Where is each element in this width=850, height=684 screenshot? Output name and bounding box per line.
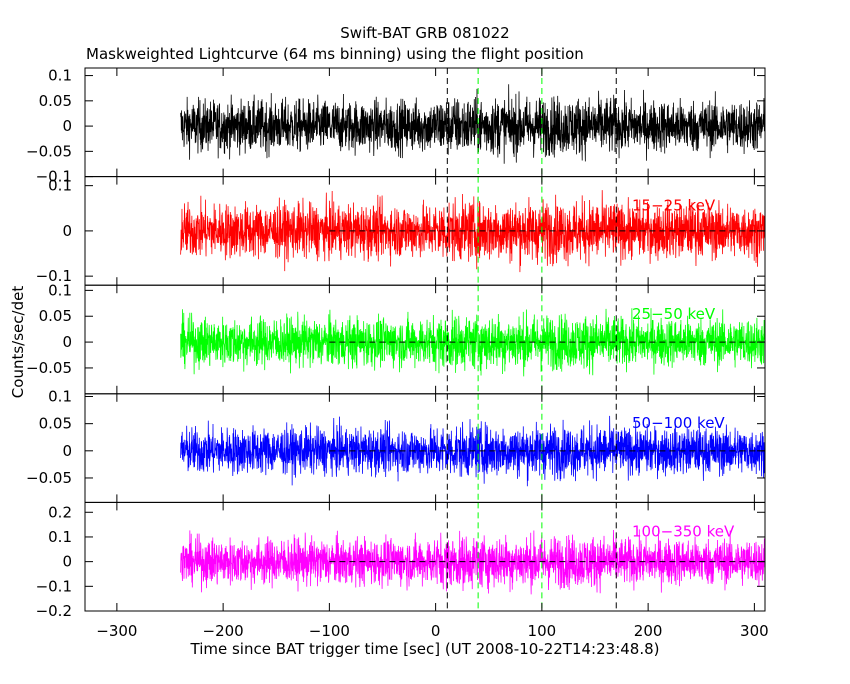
ytick-label-0-3: 0.05: [39, 92, 72, 110]
ytick-label-0-4: 0.1: [48, 67, 72, 85]
xtick-label-0: −300: [96, 622, 137, 640]
ytick-label-2-3: 0.1: [48, 281, 72, 299]
ytick-label-3-3: 0.1: [48, 388, 72, 406]
xtick-label-1: −200: [203, 622, 244, 640]
series-line-0: [180, 84, 765, 164]
series-line-1: [180, 190, 765, 273]
xtick-label-5: 200: [634, 622, 663, 640]
ytick-label-0-0: −0.1: [36, 168, 72, 186]
series-line-3: [180, 415, 765, 487]
ytick-label-1-1: 0: [62, 222, 72, 240]
series-line-2: [180, 308, 765, 377]
band-label-2: 25−50 keV: [632, 305, 716, 323]
ytick-label-2-2: 0.05: [39, 307, 72, 325]
series-line-4: [180, 529, 765, 595]
ytick-label-3-0: −0.05: [26, 469, 72, 487]
xtick-label-2: −100: [309, 622, 350, 640]
chart-subtitle: Maskweighted Lightcurve (64 ms binning) …: [86, 45, 584, 63]
ytick-label-4-0: −0.2: [36, 602, 72, 620]
ytick-label-0-1: −0.05: [26, 142, 72, 160]
ytick-label-4-3: 0.1: [48, 528, 72, 546]
ytick-label-1-0: −0.1: [36, 267, 72, 285]
band-label-4: 100−350 keV: [632, 522, 735, 540]
y-axis-label: Counts/sec/det: [9, 285, 27, 399]
panel-frame-4: [84, 501, 766, 612]
ytick-label-2-1: 0: [62, 333, 72, 351]
xtick-label-4: 100: [528, 622, 557, 640]
chart-title: Swift-BAT GRB 081022: [340, 24, 510, 42]
ytick-label-2-0: −0.05: [26, 359, 72, 377]
ytick-label-3-1: 0: [62, 442, 72, 460]
band-label-3: 50−100 keV: [632, 414, 725, 432]
xtick-label-6: 300: [740, 622, 769, 640]
ytick-label-4-2: 0: [62, 553, 72, 571]
ytick-label-4-4: 0.2: [48, 503, 72, 521]
ytick-label-4-1: −0.1: [36, 577, 72, 595]
ytick-label-3-2: 0.05: [39, 415, 72, 433]
x-axis-label: Time since BAT trigger time [sec] (UT 20…: [190, 640, 660, 658]
ytick-label-1-2: 0.1: [48, 177, 72, 195]
band-label-1: 15−25 keV: [632, 197, 716, 215]
xtick-label-3: 0: [431, 622, 441, 640]
ytick-label-0-2: 0: [62, 117, 72, 135]
